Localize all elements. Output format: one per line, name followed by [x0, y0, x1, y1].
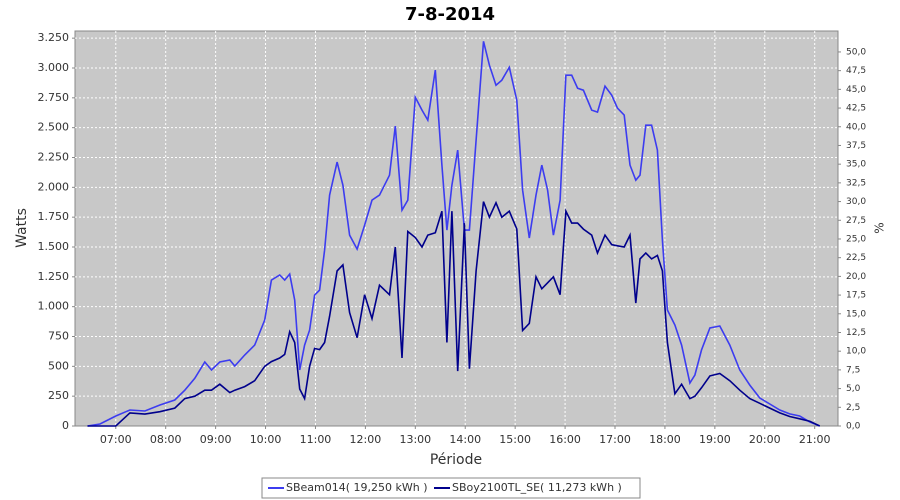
legend-label: SBeam014( 19,250 kWh ): [286, 481, 428, 494]
y-tick-label: 3.000: [38, 61, 70, 74]
x-tick-label: 14:00: [449, 433, 481, 446]
y2-tick-label: 30,0: [846, 197, 866, 207]
x-tick-label: 20:00: [749, 433, 781, 446]
y-tick-label: 750: [48, 329, 69, 342]
x-tick-label: 09:00: [200, 433, 232, 446]
chart-title: 7-8-2014: [405, 4, 495, 25]
y-tick-label: 1.750: [38, 210, 70, 223]
y2-tick-label: 10,0: [846, 347, 866, 357]
y-tick-label: 3.250: [38, 31, 70, 44]
series-line: [87, 41, 821, 427]
y-tick-label: 1.000: [38, 300, 70, 313]
y-tick-label: 2.000: [38, 180, 70, 193]
x-tick-label: 12:00: [350, 433, 382, 446]
y2-tick-label: 40,0: [846, 122, 866, 132]
x-tick-label: 19:00: [699, 433, 731, 446]
x-tick-label: 15:00: [499, 433, 531, 446]
y2-tick-label: 2,5: [846, 403, 860, 413]
y-tick-label: 250: [48, 389, 69, 402]
legend: [261, 477, 641, 499]
y-tick-label: 2.500: [38, 121, 70, 134]
y2-tick-label: 22,5: [846, 253, 866, 263]
y2-tick-label: 37,5: [846, 141, 866, 151]
y-axis-label: Watts: [14, 208, 30, 248]
x-tick-label: 11:00: [300, 433, 332, 446]
y2-tick-label: 17,5: [846, 291, 866, 301]
y2-tick-label: 35,0: [846, 160, 866, 170]
y2-tick-label: 15,0: [846, 309, 866, 319]
y2-tick-label: 7,5: [846, 365, 860, 375]
y2-tick-label: 42,5: [846, 104, 866, 114]
x-tick-label: 17:00: [599, 433, 631, 446]
x-axis-label: Période: [430, 452, 482, 468]
y2-tick-label: 50,0: [846, 47, 866, 57]
y-tick-label: 2.750: [38, 91, 70, 104]
y-tick-label: 500: [48, 359, 69, 372]
y-tick-label: 2.250: [38, 150, 70, 163]
y-tick-label: 1.500: [38, 240, 70, 253]
x-tick-label: 16:00: [549, 433, 581, 446]
x-tick-label: 10:00: [250, 433, 282, 446]
y2-tick-label: 5,0: [846, 384, 861, 394]
y2-tick-label: 0,0: [846, 422, 861, 432]
y2-tick-label: 20,0: [846, 272, 866, 282]
x-tick-label: 13:00: [399, 433, 431, 446]
x-tick-label: 21:00: [799, 433, 831, 446]
legend-label: SBoy2100TL_SE( 11,273 kWh ): [452, 481, 622, 494]
y2-axis-label: %: [873, 222, 887, 233]
y2-tick-label: 25,0: [846, 234, 866, 244]
y-tick-label: 0: [62, 419, 69, 432]
x-tick-label: 08:00: [150, 433, 182, 446]
plot-area: [74, 30, 839, 427]
y-tick-label: 1.250: [38, 270, 70, 283]
y2-tick-label: 45,0: [846, 85, 866, 95]
x-tick-label: 07:00: [100, 433, 132, 446]
y2-tick-label: 47,5: [846, 66, 866, 76]
y2-tick-label: 12,5: [846, 328, 866, 338]
y2-tick-label: 32,5: [846, 178, 866, 188]
x-tick-label: 18:00: [649, 433, 681, 446]
y2-tick-label: 27,5: [846, 216, 866, 226]
series-line: [87, 200, 821, 427]
